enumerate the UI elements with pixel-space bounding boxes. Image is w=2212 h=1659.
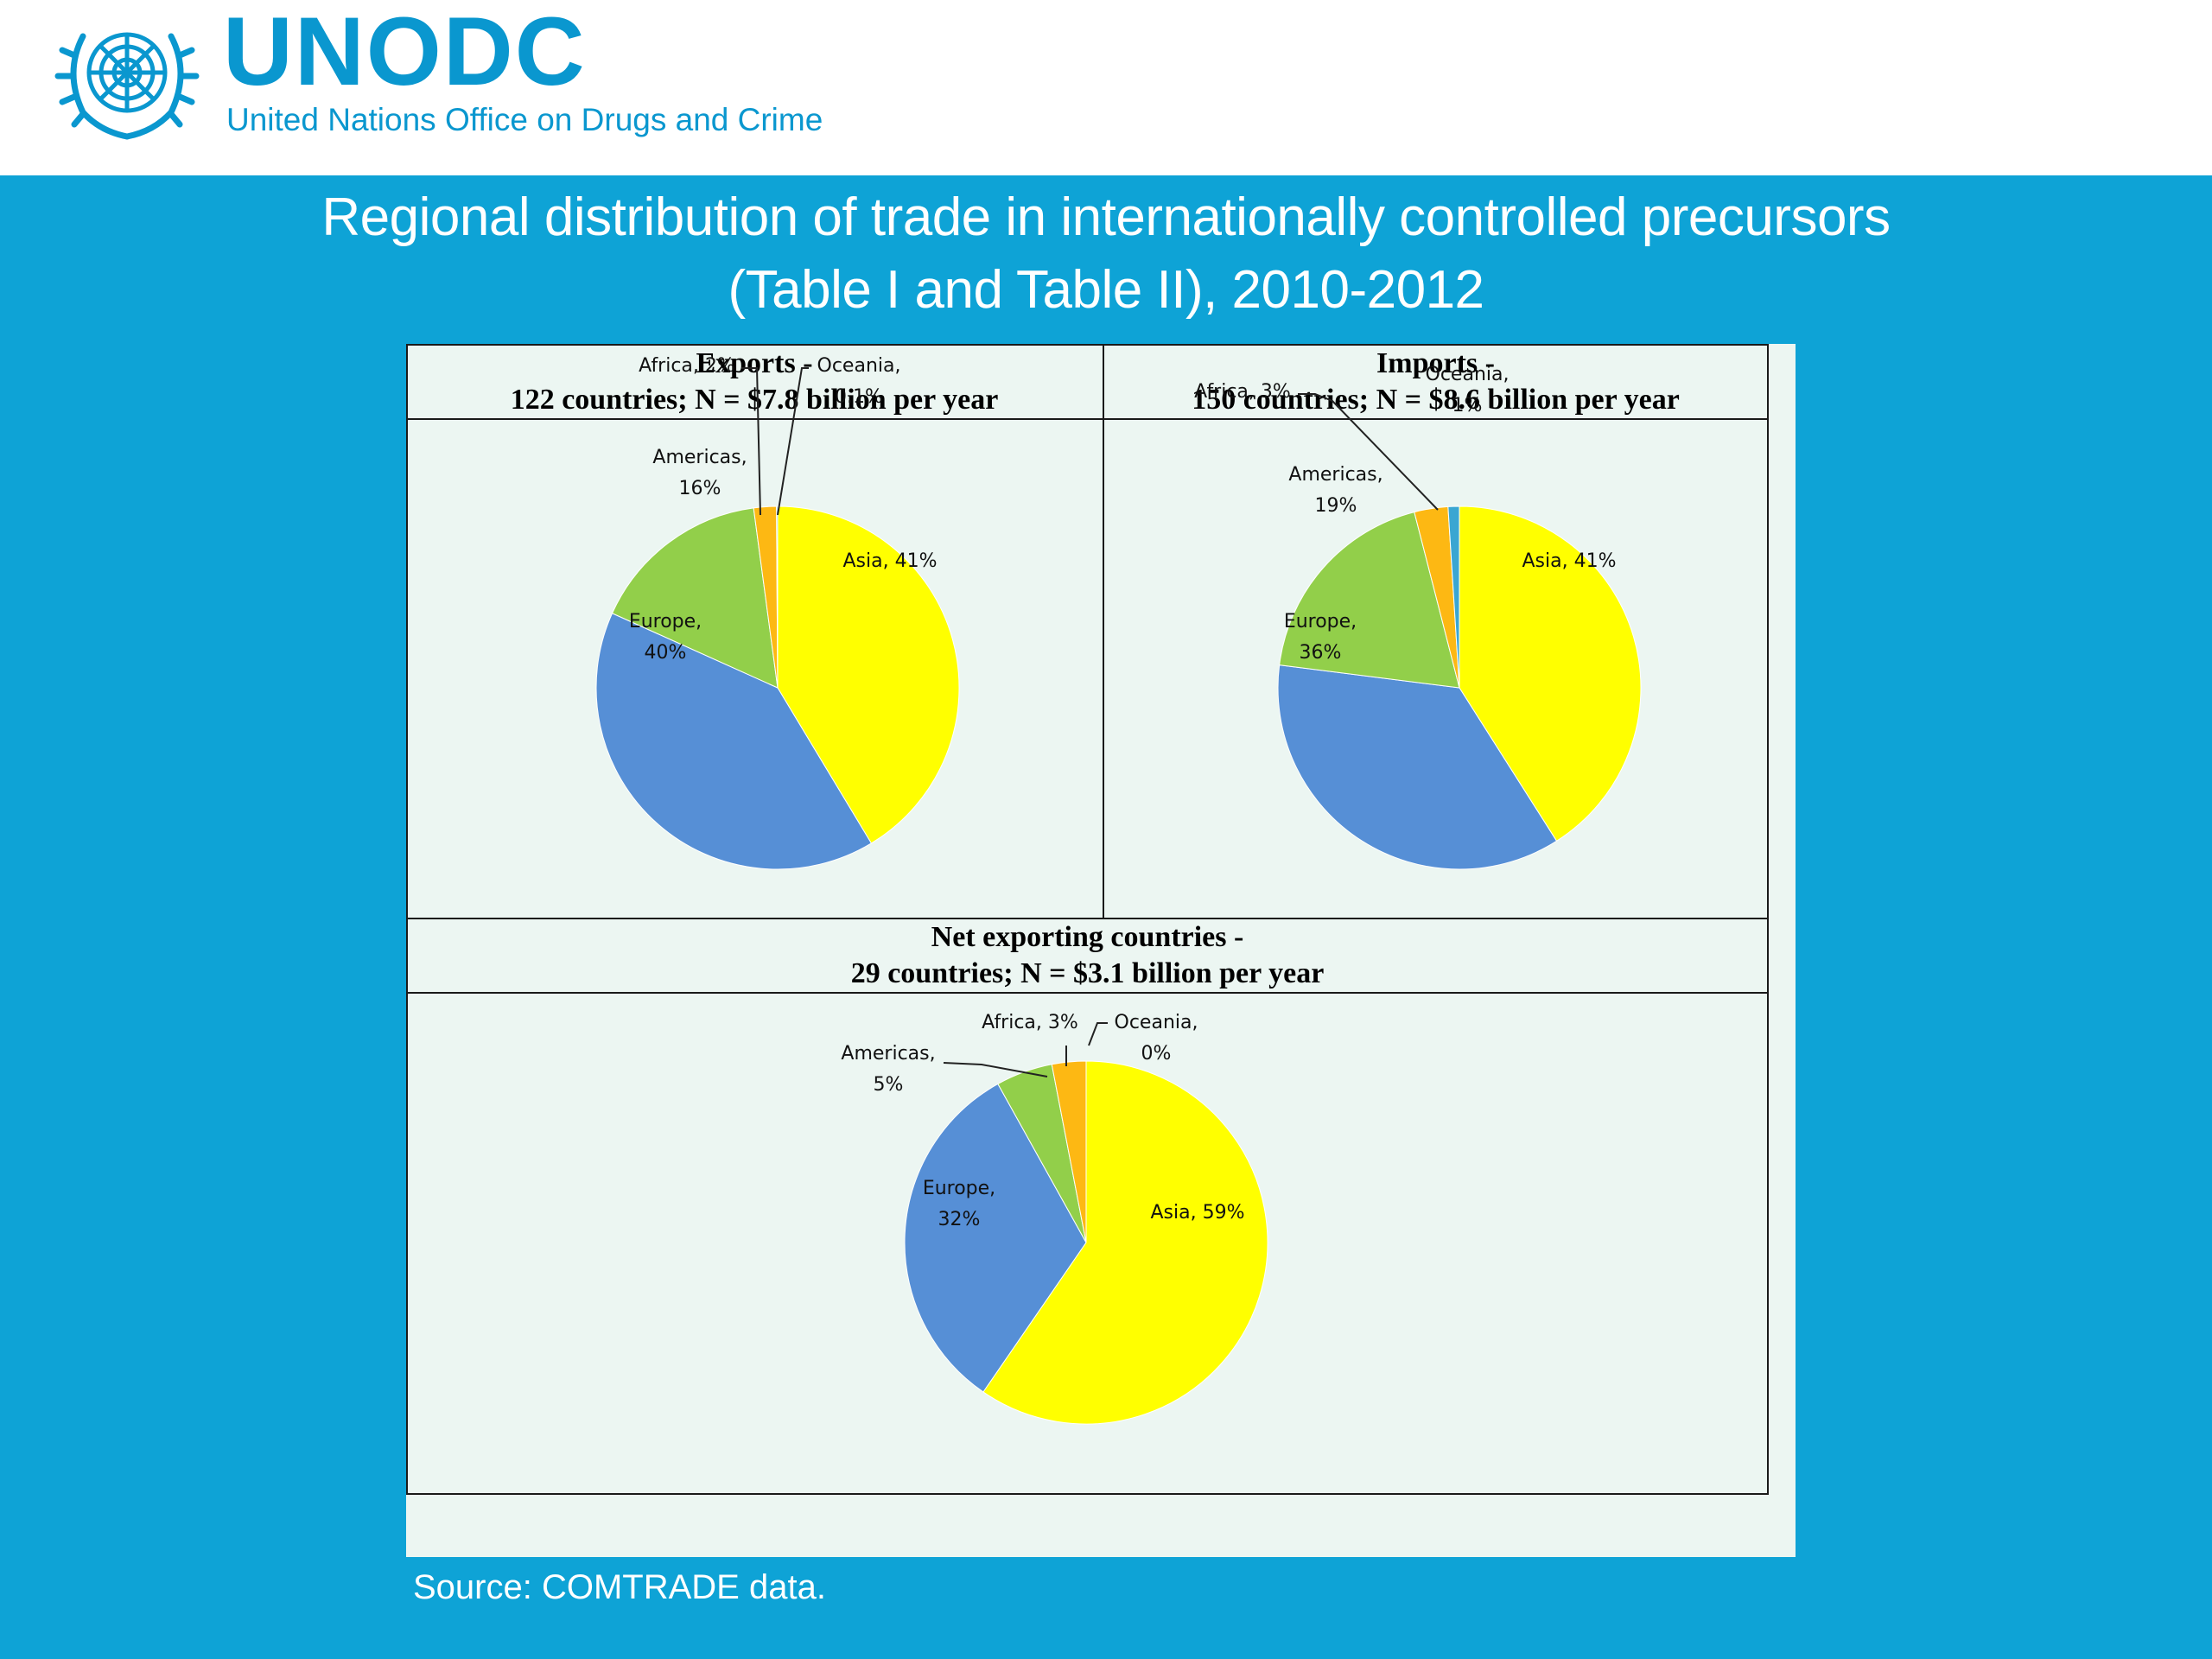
title-line-1: Regional distribution of trade in intern…	[321, 188, 1891, 247]
page-title: Regional distribution of trade in intern…	[0, 181, 2212, 327]
data-label-oceania: Oceania, 0%	[1115, 1012, 1198, 1065]
data-label-europe: Europe, 32%	[923, 1178, 995, 1230]
exports-heading-line1: Exports -	[696, 347, 813, 379]
grid-line-header-top	[406, 418, 1769, 420]
exports-heading-line2: 122 countries; N = $7.8 billion per year	[510, 384, 999, 416]
grid-line-header-bottom	[406, 992, 1769, 994]
chart-panel: Exports - 122 countries; N = $7.8 billio…	[406, 344, 1796, 1557]
imports-heading-line2: 150 countries; N = $8.6 billion per year	[1192, 384, 1680, 416]
imports-heading: Imports - 150 countries; N = $8.6 billio…	[1104, 346, 1767, 418]
grid-line-middle	[406, 918, 1769, 919]
data-label-americas: Americas, 5%	[841, 1043, 935, 1096]
data-label-asia: Asia, 41%	[1522, 550, 1617, 572]
pie-slice-europe	[904, 1083, 1087, 1393]
data-label-americas: Americas, 16%	[652, 447, 747, 499]
net-heading-line1: Net exporting countries -	[931, 921, 1244, 953]
data-label-africa: Africa, 2%	[639, 355, 735, 377]
data-label-oceania: Oceania, 1%	[1426, 364, 1510, 416]
logo-subtitle: United Nations Office on Drugs and Crime	[226, 102, 823, 137]
data-label-americas: Americas, 19%	[1288, 464, 1382, 517]
pie-slice-americas	[611, 507, 779, 689]
grid-line-left	[406, 344, 408, 1495]
pie-slice-africa	[1051, 1060, 1087, 1243]
grid-line-top	[406, 344, 1769, 346]
imports-pie-chart: Asia, 41% Europe, 36% Americas, 19% Africa, 3…	[1194, 364, 1642, 870]
exports-heading: Exports - 122 countries; N = $7.8 billio…	[406, 346, 1103, 418]
source-note: Source: COMTRADE data.	[413, 1568, 826, 1606]
leader-line-africa	[741, 367, 761, 516]
grid-line-right	[1767, 344, 1769, 1495]
exports-pie-chart: Asia, 41% Europe, 40% Americas, 16% Africa, 2…	[595, 355, 960, 870]
pie-slice-asia	[1459, 505, 1642, 842]
data-label-oceania: Oceania, 0.1%	[817, 355, 901, 408]
pie-slice-oceania	[776, 505, 779, 689]
pie-slice-europe	[1277, 664, 1558, 870]
header: UNODC United Nations Office on Drugs and…	[0, 0, 2212, 175]
title-line-2: (Table I and Table II), 2010-2012	[728, 260, 1484, 320]
data-label-asia: Asia, 59%	[1151, 1202, 1245, 1224]
leader-line-africa	[1298, 393, 1439, 511]
pie-slice-asia	[777, 505, 960, 844]
net-exporting-heading: Net exporting countries - 29 countries; …	[406, 919, 1769, 992]
imports-heading-line1: Imports -	[1376, 347, 1495, 379]
net-exporting-pie-chart: Asia, 59% Europe, 32% Americas, 5% Africa, 3%…	[841, 1012, 1268, 1425]
data-label-europe: Europe, 36%	[1284, 611, 1357, 664]
data-label-africa: Africa, 3%	[982, 1012, 1078, 1033]
data-label-asia: Asia, 41%	[843, 550, 938, 572]
pie-slice-asia	[982, 1060, 1268, 1425]
grid-line-mid-vertical	[1103, 344, 1104, 919]
pie-slice-europe	[595, 613, 873, 870]
grid-line-bottom	[406, 1493, 1769, 1495]
pie-slice-oceania	[1447, 505, 1460, 689]
leader-line-oceania	[1088, 1022, 1108, 1046]
data-label-africa: Africa, 3%	[1194, 381, 1291, 403]
data-label-europe: Europe, 40%	[629, 611, 702, 664]
leader-line-oceania	[777, 367, 809, 516]
net-heading-line2: 29 countries; N = $3.1 billion per year	[850, 957, 1325, 989]
leader-line-americas	[943, 1062, 1048, 1077]
pie-slice-americas	[1279, 511, 1460, 689]
logo-text: UNODC	[223, 0, 587, 105]
un-emblem-icon	[54, 32, 200, 140]
